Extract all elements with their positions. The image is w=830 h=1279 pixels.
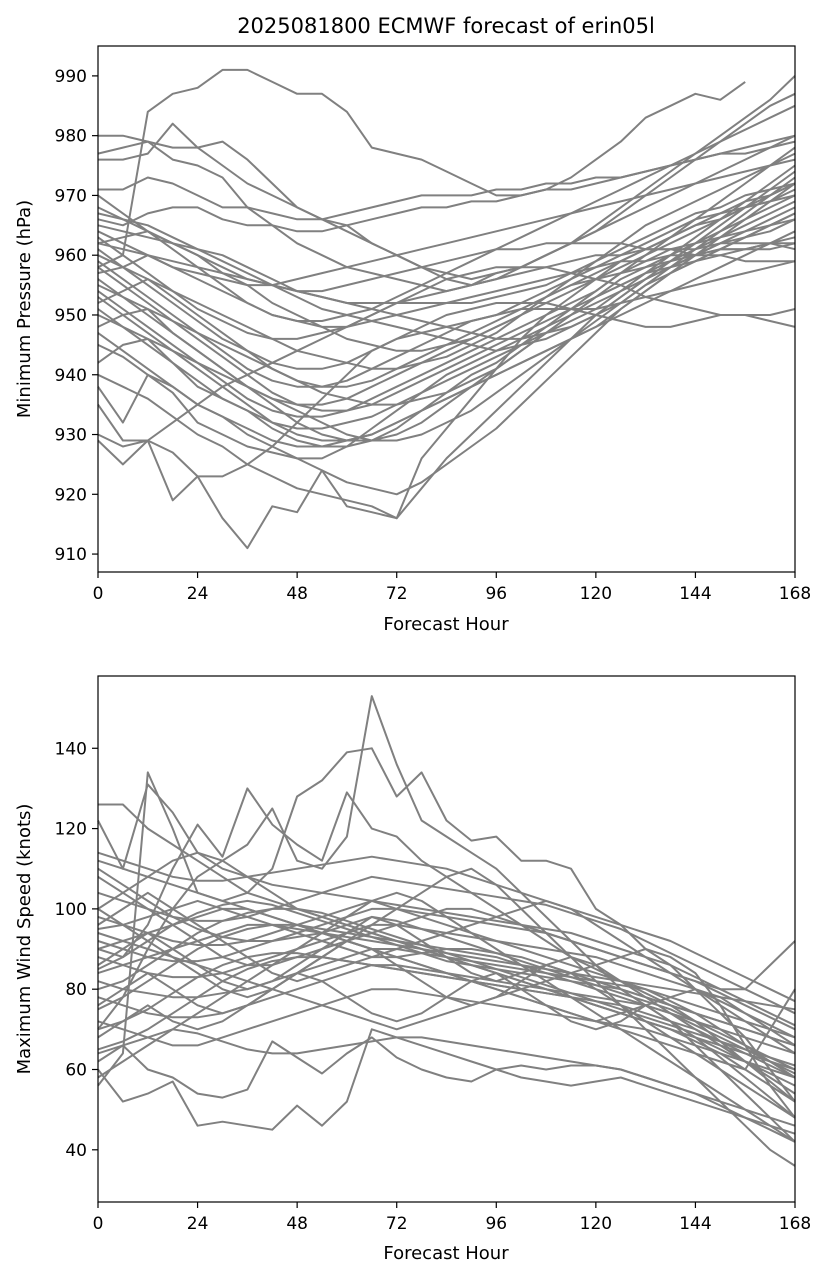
- pressure-series-line-35: [97, 170, 796, 352]
- wind-series-line-15: [97, 1028, 796, 1135]
- wind-series-line-30: [97, 867, 796, 1167]
- wind-y-tick-label: 60: [65, 1060, 87, 1080]
- pressure-plot-frame: [97, 45, 796, 573]
- wind-y-tick-label: 40: [65, 1141, 87, 1161]
- wind-series-line-31: [97, 875, 796, 991]
- wind-y-axis-label: Maximum Wind Speed (knots): [14, 804, 35, 1075]
- wind-series-line-28: [97, 972, 796, 1143]
- pressure-x-tick-label: 120: [580, 584, 612, 604]
- pressure-series-line-30: [97, 158, 796, 287]
- wind-series-line-2: [97, 783, 796, 1079]
- pressure-y-axis-label: Minimum Pressure (hPa): [14, 200, 35, 418]
- pressure-series-line-17: [97, 218, 796, 448]
- pressure-y-tick-label: 950: [55, 306, 87, 326]
- wind-series-line-35: [97, 932, 796, 1119]
- wind-x-tick-label: 24: [187, 1214, 209, 1234]
- wind-series-line-13: [97, 956, 796, 1087]
- wind-series-line-26: [97, 915, 796, 1095]
- wind-x-tick-label: 168: [779, 1214, 811, 1234]
- pressure-y-tick-label: 970: [55, 186, 87, 206]
- pressure-y-tick-label: 990: [55, 67, 87, 87]
- wind-x-tick-label: 120: [580, 1214, 612, 1234]
- pressure-series-line-26: [97, 182, 796, 406]
- pressure-series-line-6: [97, 140, 796, 233]
- wind-series-line-34: [97, 859, 796, 1047]
- wind-panel: 0 24 48 72 96 120 144 168 40 60 80 100 120 140 Forec…: [14, 675, 811, 1264]
- pressure-series-line-28: [97, 164, 796, 430]
- pressure-x-axis-label: Forecast Hour: [383, 614, 509, 635]
- pressure-series-line-32: [97, 200, 796, 412]
- pressure-x-tick-label: 144: [679, 584, 711, 604]
- wind-x-tick-label: 72: [386, 1214, 408, 1234]
- pressure-y-ticks: 910 920 930 940 950 960 970 980 990: [55, 67, 98, 565]
- pressure-series-line-27: [97, 146, 796, 418]
- wind-series-line-7: [97, 867, 796, 1071]
- pressure-series-line-16: [97, 218, 796, 460]
- wind-series-line-33: [97, 923, 796, 1011]
- pressure-series-line-34: [97, 176, 796, 340]
- pressure-series-line-15: [97, 194, 796, 550]
- wind-series-line-4: [97, 695, 796, 1119]
- pressure-y-tick-label: 910: [55, 545, 87, 565]
- pressure-x-tick-label: 96: [485, 584, 507, 604]
- pressure-y-tick-label: 940: [55, 366, 87, 386]
- wind-lines: [97, 695, 796, 1167]
- pressure-lines: [97, 68, 796, 550]
- wind-y-tick-label: 120: [55, 820, 87, 840]
- pressure-panel: 2025081800 ECMWF forecast of erin05l 0 24…: [14, 14, 811, 635]
- pressure-y-tick-label: 980: [55, 127, 87, 147]
- wind-x-axis-label: Forecast Hour: [383, 1243, 509, 1264]
- wind-x-tick-label: 48: [286, 1214, 308, 1234]
- wind-series-line-11: [97, 923, 796, 1075]
- pressure-series-line-19: [97, 242, 795, 388]
- wind-plot-frame: [97, 675, 796, 1203]
- wind-x-ticks: 0 24 48 72 96 120 144 168: [93, 1202, 811, 1234]
- wind-y-tick-label: 80: [65, 980, 87, 1000]
- chart-title: 2025081800 ECMWF forecast of erin05l: [237, 14, 655, 38]
- wind-y-tick-label: 140: [55, 739, 87, 759]
- wind-series-line-22: [97, 899, 796, 1027]
- pressure-x-ticks: 0 24 48 72 96 120 144 168: [93, 572, 811, 604]
- pressure-y-tick-label: 930: [55, 426, 87, 446]
- wind-series-line-23: [97, 875, 796, 1015]
- wind-series-line-9: [97, 899, 796, 1047]
- wind-x-tick-label: 96: [485, 1214, 507, 1234]
- pressure-x-tick-label: 48: [286, 584, 308, 604]
- pressure-series-line-23: [97, 236, 796, 340]
- wind-series-line-24: [97, 851, 796, 1003]
- pressure-series-line-22: [97, 206, 795, 293]
- wind-y-tick-label: 100: [55, 900, 87, 920]
- pressure-x-tick-label: 168: [779, 584, 811, 604]
- wind-series-line-29: [97, 891, 796, 1143]
- pressure-series-line-24: [97, 248, 796, 370]
- pressure-y-tick-label: 960: [55, 246, 87, 266]
- pressure-series-line-31: [97, 104, 796, 322]
- wind-x-tick-label: 144: [679, 1214, 711, 1234]
- wind-series-line-16: [97, 1028, 796, 1143]
- pressure-x-tick-label: 72: [386, 584, 408, 604]
- pressure-x-tick-label: 0: [93, 584, 104, 604]
- pressure-series-line-33: [97, 230, 796, 442]
- pressure-series-line-3: [97, 68, 746, 269]
- pressure-series-line-25: [97, 260, 796, 388]
- pressure-y-tick-label: 920: [55, 485, 87, 505]
- pressure-x-tick-label: 24: [187, 584, 209, 604]
- wind-y-ticks: 40 60 80 100 120 140: [55, 739, 98, 1161]
- wind-x-tick-label: 0: [93, 1214, 104, 1234]
